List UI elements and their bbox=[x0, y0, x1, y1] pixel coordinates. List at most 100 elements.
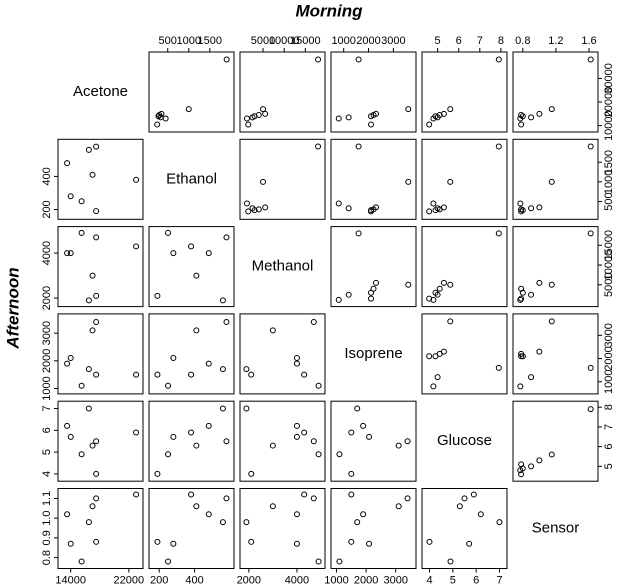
point bbox=[310, 319, 317, 326]
point bbox=[133, 371, 140, 378]
point bbox=[517, 467, 524, 474]
point bbox=[89, 503, 96, 510]
point bbox=[205, 360, 212, 367]
point bbox=[345, 114, 352, 121]
point bbox=[93, 470, 100, 477]
point bbox=[336, 558, 343, 565]
y-tick-label: 8 bbox=[603, 404, 615, 410]
point bbox=[368, 113, 375, 120]
point bbox=[245, 121, 252, 128]
point bbox=[426, 353, 433, 360]
x-tick-label: 200 bbox=[150, 574, 168, 586]
point bbox=[434, 374, 441, 381]
x-tick-label: 8 bbox=[498, 35, 504, 47]
point bbox=[193, 272, 200, 279]
x-tick-label: 6 bbox=[456, 35, 462, 47]
point bbox=[434, 114, 441, 121]
panel-frame bbox=[421, 488, 508, 569]
panel-frame bbox=[148, 488, 235, 569]
point bbox=[335, 296, 342, 303]
point bbox=[587, 56, 594, 63]
y-tick-label: 10000 bbox=[603, 250, 615, 281]
y-tick-label: 5 bbox=[41, 449, 53, 455]
x-tick-label: 2000 bbox=[237, 574, 261, 586]
point bbox=[154, 292, 161, 299]
point bbox=[269, 442, 276, 449]
point bbox=[93, 538, 100, 545]
point bbox=[133, 243, 140, 250]
point bbox=[245, 208, 252, 215]
y-tick-label: 30000 bbox=[603, 63, 615, 94]
panel-frame bbox=[239, 488, 326, 569]
y-tick-label: 3000 bbox=[603, 323, 615, 347]
point bbox=[67, 193, 74, 200]
point bbox=[301, 491, 308, 498]
panel-frame bbox=[330, 400, 417, 482]
point bbox=[536, 457, 543, 464]
panel-frame bbox=[512, 400, 599, 482]
point bbox=[133, 429, 140, 436]
point bbox=[528, 114, 535, 121]
point bbox=[447, 558, 454, 565]
panel-frame bbox=[239, 313, 326, 395]
point bbox=[293, 360, 300, 367]
panel-frame bbox=[330, 138, 417, 220]
point bbox=[133, 491, 140, 498]
point bbox=[170, 540, 177, 547]
x-tick-label: 22000 bbox=[114, 574, 145, 586]
point bbox=[528, 374, 535, 381]
point bbox=[78, 198, 85, 205]
point bbox=[165, 451, 172, 458]
x-tick-label: 1000 bbox=[331, 35, 355, 47]
x-tick-label: 4000 bbox=[285, 574, 309, 586]
point bbox=[354, 405, 361, 412]
y-tick-label: 1000 bbox=[603, 170, 615, 194]
point bbox=[430, 383, 437, 390]
x-tick-label: 6 bbox=[473, 574, 479, 586]
x-tick-label: 1.2 bbox=[548, 35, 563, 47]
point bbox=[249, 114, 256, 121]
point bbox=[165, 229, 172, 236]
point bbox=[548, 318, 555, 325]
point bbox=[67, 433, 74, 440]
point bbox=[310, 495, 317, 502]
point bbox=[430, 115, 437, 122]
point bbox=[64, 360, 71, 367]
point bbox=[262, 204, 269, 211]
panel-frame bbox=[330, 488, 417, 569]
panel-frame bbox=[512, 226, 599, 308]
point bbox=[536, 110, 543, 117]
point bbox=[219, 519, 226, 526]
x-tick-label: 400 bbox=[185, 574, 203, 586]
point bbox=[293, 540, 300, 547]
x-tick-label: 5 bbox=[435, 35, 441, 47]
y-tick-label: 400 bbox=[41, 167, 53, 185]
y-tick-label: 1000 bbox=[603, 370, 615, 394]
point bbox=[223, 56, 230, 63]
point bbox=[518, 471, 525, 478]
point bbox=[301, 371, 308, 378]
panel-frame bbox=[512, 313, 599, 395]
y-tick-label: 2000 bbox=[603, 346, 615, 370]
point bbox=[315, 451, 322, 458]
point bbox=[154, 371, 161, 378]
point bbox=[293, 511, 300, 518]
x-tick-label: 1000 bbox=[324, 574, 348, 586]
point bbox=[456, 503, 463, 510]
point bbox=[405, 178, 412, 185]
point bbox=[93, 371, 100, 378]
point bbox=[260, 178, 267, 185]
point bbox=[348, 429, 355, 436]
point bbox=[78, 451, 85, 458]
x-tick-label: 500 bbox=[159, 35, 177, 47]
x-tick-label: 3000 bbox=[383, 574, 407, 586]
point bbox=[85, 146, 92, 153]
point bbox=[495, 230, 502, 237]
point bbox=[185, 106, 192, 113]
panel-frame bbox=[239, 400, 326, 482]
point bbox=[154, 121, 161, 128]
x-tick-label: 5 bbox=[450, 574, 456, 586]
x-tick-label: 1000 bbox=[177, 35, 201, 47]
point bbox=[64, 160, 71, 167]
x-tick-label: 10000 bbox=[269, 35, 300, 47]
